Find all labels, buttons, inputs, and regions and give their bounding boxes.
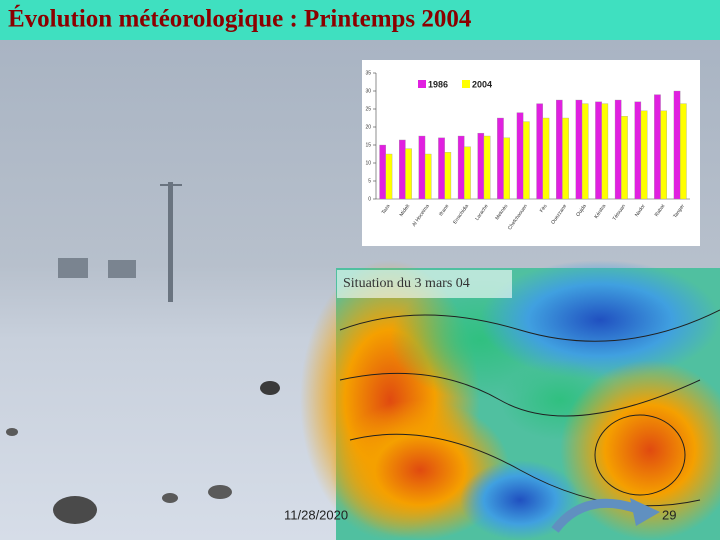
bar bbox=[556, 99, 563, 200]
bar bbox=[660, 110, 667, 200]
bar bbox=[379, 144, 386, 200]
bar bbox=[640, 110, 648, 200]
bar bbox=[405, 148, 412, 200]
bar bbox=[444, 152, 452, 200]
bar bbox=[438, 137, 445, 200]
y-tick-label: 15 bbox=[365, 142, 371, 148]
y-tick-label: 20 bbox=[365, 124, 371, 130]
x-tick-label: Taza bbox=[381, 203, 392, 215]
legend-swatch bbox=[462, 80, 470, 88]
y-tick-label: 5 bbox=[368, 178, 371, 184]
bar bbox=[385, 153, 393, 200]
bar bbox=[634, 101, 642, 200]
legend-swatch bbox=[418, 80, 426, 88]
bar bbox=[601, 103, 609, 200]
bar bbox=[654, 94, 661, 200]
y-tick-label: 30 bbox=[365, 88, 371, 94]
slide-number: 29 bbox=[662, 507, 676, 522]
bar bbox=[562, 117, 569, 200]
bar bbox=[595, 101, 602, 200]
bar bbox=[418, 135, 426, 200]
bar bbox=[673, 90, 681, 200]
slide-date: 11/28/2020 bbox=[284, 507, 348, 522]
bar bbox=[523, 121, 530, 200]
bar bbox=[483, 135, 491, 200]
bar bbox=[464, 146, 471, 200]
bar bbox=[497, 117, 504, 200]
bar bbox=[542, 117, 550, 200]
y-tick-label: 35 bbox=[365, 70, 371, 76]
bar bbox=[424, 153, 432, 200]
legend-label: 2004 bbox=[472, 79, 492, 89]
bar bbox=[399, 139, 406, 200]
caption-box bbox=[337, 270, 512, 298]
bar bbox=[536, 103, 543, 200]
x-tick-label: Fès bbox=[539, 203, 549, 214]
chart-panel bbox=[362, 60, 700, 246]
bar bbox=[575, 99, 583, 200]
bar bbox=[503, 137, 510, 200]
y-tick-label: 10 bbox=[365, 160, 371, 166]
map-caption: Situation du 3 mars 04 bbox=[343, 276, 470, 291]
legend-label: 1986 bbox=[428, 79, 448, 89]
bar bbox=[516, 112, 524, 200]
slide-title: Évolution météorologique : Printemps 200… bbox=[8, 5, 472, 33]
bar bbox=[477, 132, 485, 200]
y-tick-label: 25 bbox=[365, 106, 371, 112]
bar bbox=[457, 135, 465, 200]
bar bbox=[621, 116, 628, 200]
y-tick-label: 0 bbox=[368, 196, 371, 202]
weather-map bbox=[300, 260, 720, 540]
title-bar bbox=[0, 0, 720, 40]
bar bbox=[614, 99, 622, 200]
photo-details bbox=[6, 182, 280, 524]
bar bbox=[581, 103, 589, 200]
bar bbox=[680, 103, 687, 200]
